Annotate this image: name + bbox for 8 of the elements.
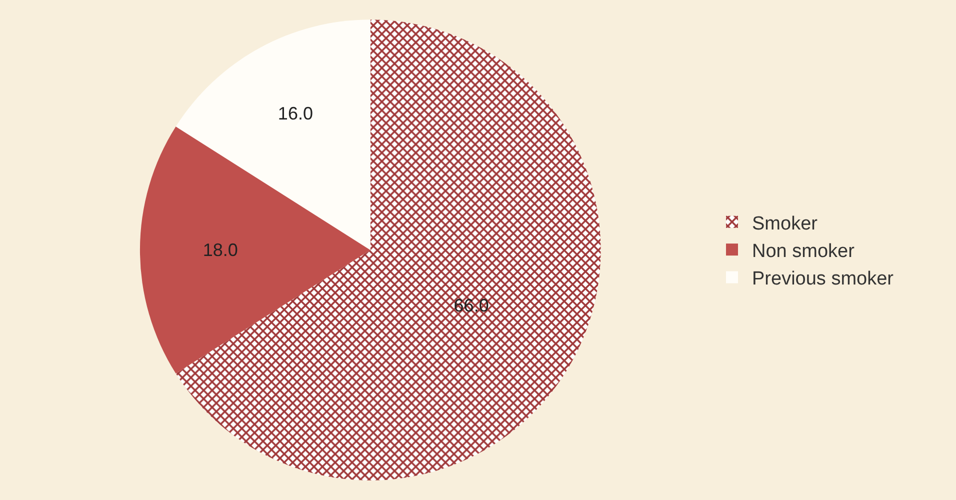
pie-slice <box>140 126 370 374</box>
legend-label: Non smoker <box>752 240 856 262</box>
data-label: 66.0 <box>454 296 489 316</box>
data-label: 16.0 <box>278 104 313 124</box>
legend-label: Smoker <box>752 213 818 234</box>
pie-slice <box>176 20 601 480</box>
legend-label: Previous smoker <box>752 268 894 290</box>
data-label: 18.0 <box>202 240 238 260</box>
